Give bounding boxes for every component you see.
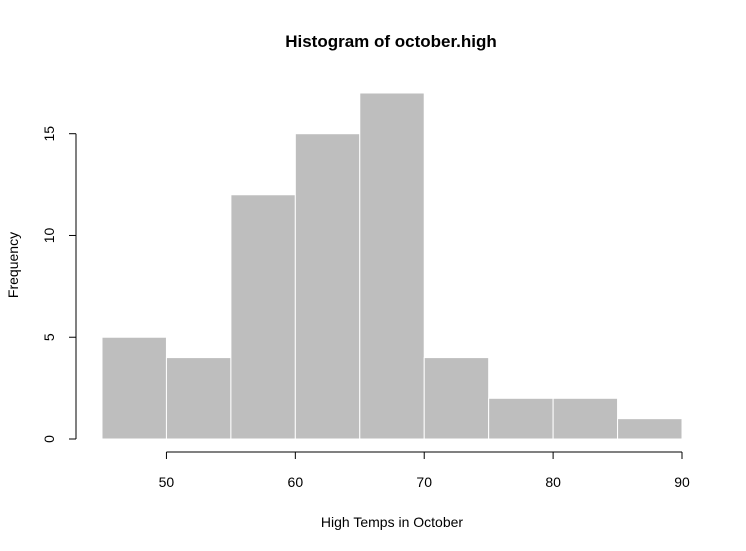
histogram-bar xyxy=(423,357,490,440)
histogram-bar xyxy=(552,397,619,440)
histogram-bar xyxy=(294,133,361,440)
x-axis: 50 60 70 80 90 xyxy=(159,451,690,490)
histogram-bar xyxy=(101,336,167,440)
histogram-bar xyxy=(230,194,296,440)
histogram-bar xyxy=(359,92,425,440)
histogram-bar xyxy=(165,357,232,440)
x-axis-label: High Temps in October xyxy=(321,514,463,530)
histogram-bar xyxy=(617,418,683,440)
chart-title: Histogram of october.high xyxy=(285,32,497,51)
y-tick-label: 0 xyxy=(41,435,57,443)
x-tick-label: 90 xyxy=(674,474,690,490)
y-axis-label: Frequency xyxy=(5,232,21,298)
y-axis: 0 5 10 15 xyxy=(41,126,77,443)
x-tick-label: 60 xyxy=(288,474,304,490)
x-tick-label: 50 xyxy=(159,474,175,490)
histogram-bar xyxy=(488,397,554,440)
y-tick-label: 15 xyxy=(41,126,57,142)
x-tick-label: 70 xyxy=(416,474,432,490)
bars-group xyxy=(101,92,683,440)
x-tick-label: 80 xyxy=(545,474,561,490)
y-tick-label: 5 xyxy=(41,333,57,341)
y-tick-label: 10 xyxy=(41,227,57,243)
